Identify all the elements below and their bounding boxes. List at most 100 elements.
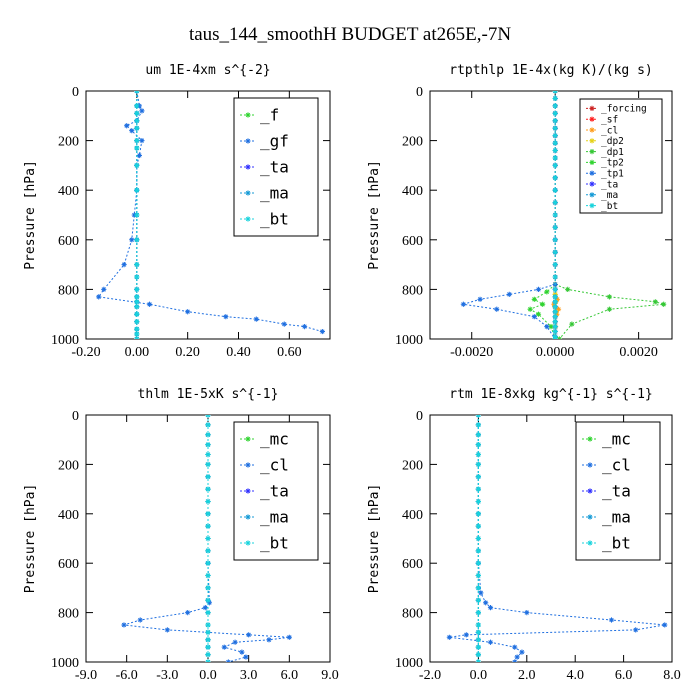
data-point xyxy=(552,103,558,109)
data-point xyxy=(134,311,140,317)
data-point xyxy=(552,286,558,292)
series-bt xyxy=(205,415,211,662)
data-point xyxy=(552,304,558,310)
legend-label: _ta xyxy=(602,482,631,501)
x-tick-label: 9.0 xyxy=(321,668,339,683)
y-tick-label: 0 xyxy=(72,85,79,100)
legend-item: _ma xyxy=(582,508,631,527)
data-point xyxy=(552,155,558,161)
y-tick-label: 400 xyxy=(58,508,79,523)
data-point xyxy=(527,306,533,312)
data-point xyxy=(286,634,292,640)
data-point xyxy=(223,314,229,320)
data-point xyxy=(221,644,227,650)
data-point xyxy=(146,301,153,307)
y-tick-label: 400 xyxy=(402,508,423,523)
x-tick-label: -0.20 xyxy=(71,345,100,360)
data-point xyxy=(101,286,107,292)
chart-panel: rtm 1E-8xkg kg^{-1} s^{-1} Pressure [hPa]… xyxy=(367,387,681,683)
data-point xyxy=(662,622,668,628)
data-point xyxy=(552,147,558,154)
data-point xyxy=(205,637,211,643)
data-point xyxy=(134,286,140,292)
data-point xyxy=(136,152,142,159)
data-point xyxy=(205,651,211,658)
data-point xyxy=(245,216,251,222)
data-point xyxy=(475,461,481,467)
legend-item: _ta xyxy=(582,482,631,501)
plot-area xyxy=(446,415,668,662)
data-point xyxy=(245,190,251,196)
legend: _mc _cl _ta _ma _bt xyxy=(575,421,661,561)
legend-item: _bt xyxy=(240,210,289,229)
legend-label: _bt xyxy=(601,201,618,212)
data-point xyxy=(121,262,127,268)
legend-item: _cl xyxy=(240,456,289,475)
y-tick-label: 1000 xyxy=(395,333,423,348)
data-point xyxy=(206,600,212,606)
data-point xyxy=(475,548,481,554)
data-point xyxy=(475,610,481,616)
data-point xyxy=(96,294,102,300)
legend-item: _ma xyxy=(240,184,289,203)
data-point xyxy=(475,486,481,492)
data-point xyxy=(205,585,211,591)
data-point xyxy=(446,634,452,640)
data-point xyxy=(475,498,481,505)
data-point xyxy=(245,462,251,468)
y-tick-label: 200 xyxy=(402,458,423,473)
x-tick-label: 4.0 xyxy=(566,668,584,683)
data-point xyxy=(569,321,575,327)
series-bt xyxy=(134,91,140,339)
x-tick-label: -9.0 xyxy=(75,668,97,683)
panel-title: rtm 1E-8xkg kg^{-1} s^{-1} xyxy=(449,387,653,402)
legend-label: _tp2 xyxy=(601,158,624,169)
plot-frame xyxy=(429,90,673,340)
data-point xyxy=(475,622,481,628)
x-tick-label: 0.20 xyxy=(175,345,200,360)
series-line xyxy=(529,284,556,339)
legend-item: _ma xyxy=(240,508,289,527)
data-point xyxy=(552,95,558,102)
legend-item: _dp1 xyxy=(586,147,624,158)
data-point xyxy=(587,436,593,442)
y-tick-label: 800 xyxy=(402,607,423,622)
data-point xyxy=(589,138,595,144)
y-tick-label: 400 xyxy=(58,184,79,199)
data-point xyxy=(205,415,211,418)
data-point xyxy=(552,162,558,168)
data-point xyxy=(205,474,211,480)
series-bt xyxy=(475,415,481,662)
series-line xyxy=(449,415,665,662)
legend-label: _ma xyxy=(602,508,631,527)
series-cl xyxy=(446,415,668,662)
legend-label: _cl xyxy=(601,125,618,136)
data-point xyxy=(205,461,211,467)
y-tick-label: 0 xyxy=(416,409,423,424)
data-point xyxy=(589,127,595,133)
data-point xyxy=(475,651,481,658)
x-tick-label: 0.40 xyxy=(226,345,251,360)
data-point xyxy=(205,523,211,529)
data-point xyxy=(475,637,481,643)
legend-item: _ta xyxy=(240,482,289,501)
data-point xyxy=(652,299,658,305)
data-point xyxy=(124,123,130,129)
data-point xyxy=(475,644,481,650)
data-point xyxy=(134,138,140,144)
data-point xyxy=(245,436,251,442)
data-point xyxy=(205,442,211,448)
data-point xyxy=(319,328,325,335)
series-bt xyxy=(552,91,558,339)
data-point xyxy=(475,560,481,566)
data-point xyxy=(589,203,595,209)
data-point xyxy=(225,659,231,662)
data-point xyxy=(475,585,481,591)
data-point xyxy=(487,605,494,611)
data-point xyxy=(552,319,558,325)
data-point xyxy=(552,262,558,268)
series-line xyxy=(97,91,323,333)
legend-label: _ta xyxy=(260,482,289,501)
data-point xyxy=(552,175,558,181)
